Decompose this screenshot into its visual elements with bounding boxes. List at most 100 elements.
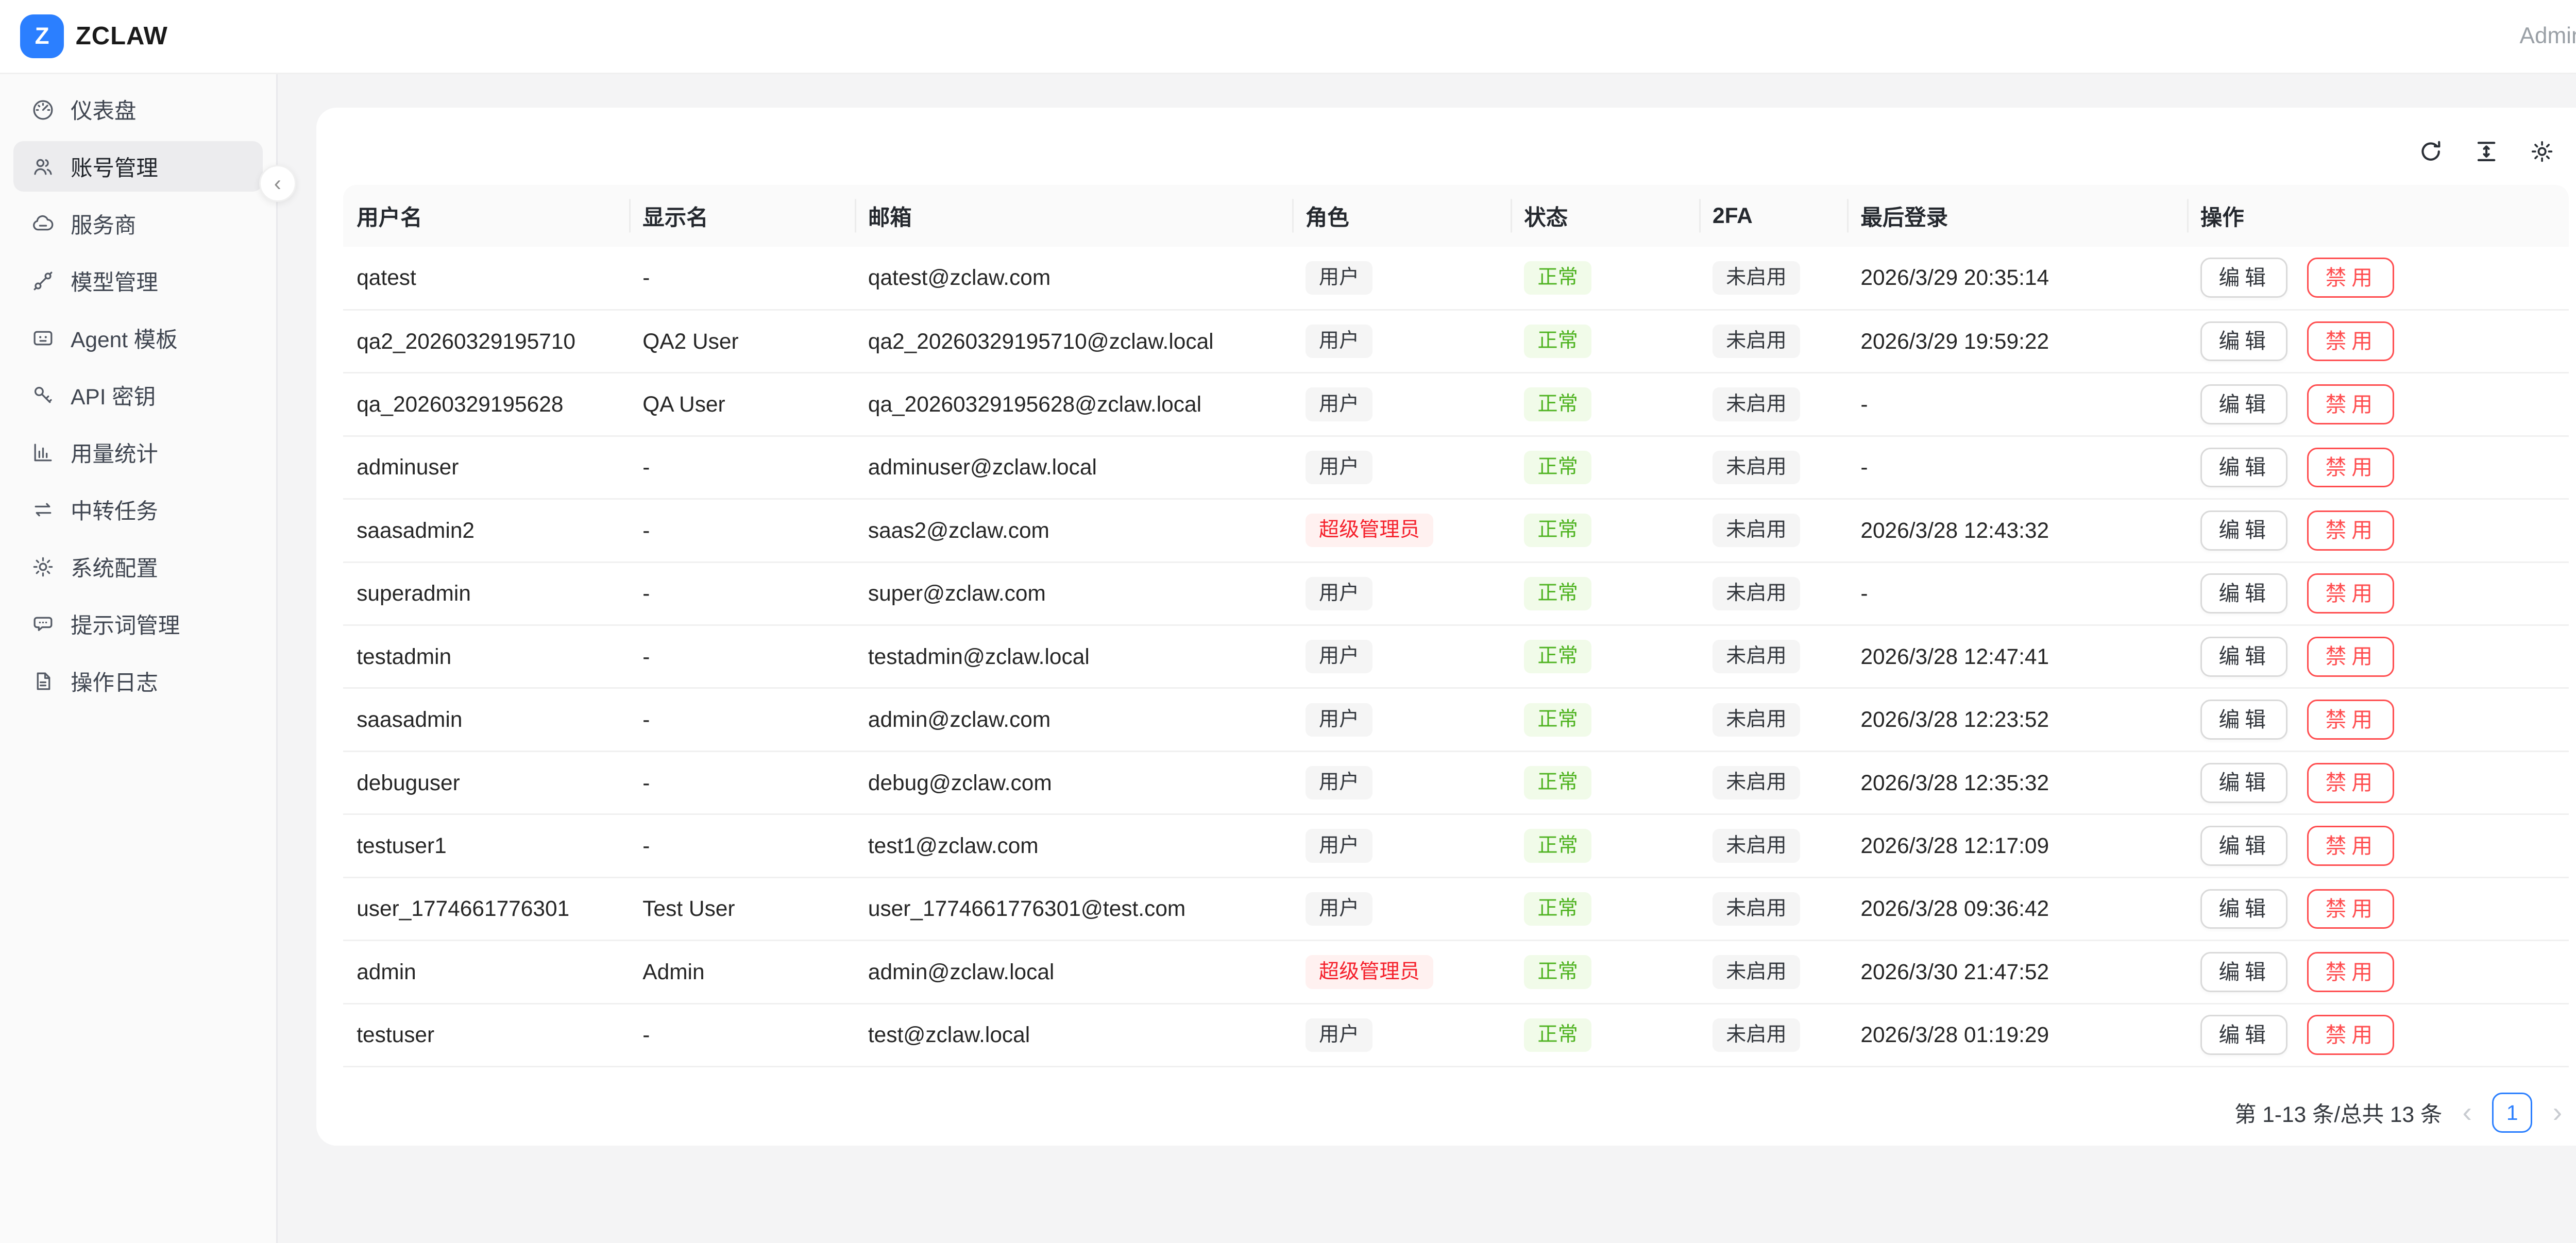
cell-lastlogin: 2026/3/28 12:17:09 (1847, 814, 2187, 878)
edit-button[interactable]: 编辑 (2200, 258, 2288, 298)
cell-role: 用户 (1292, 310, 1511, 374)
table-header-row: 用户名 显示名 邮箱 角色 状态 2FA 最后登录 操作 (343, 185, 2569, 247)
cell-username: qa_20260329195628 (343, 372, 630, 437)
table-row: admin Admin admin@zclaw.local 超级管理员 正常 未… (343, 940, 2569, 1004)
sidebar-item-models[interactable]: 模型管理 (13, 256, 263, 306)
prev-page-button[interactable]: ‹ (2462, 1096, 2472, 1129)
key-icon (34, 386, 52, 403)
cell-actions: 编辑 禁用 (2187, 499, 2569, 563)
sidebar-item-usage-stats[interactable]: 用量统计 (13, 427, 263, 478)
disable-button[interactable]: 禁用 (2307, 447, 2395, 488)
edit-button[interactable]: 编辑 (2200, 826, 2288, 866)
disable-button[interactable]: 禁用 (2307, 1015, 2395, 1055)
cell-role: 用户 (1292, 562, 1511, 626)
edit-button[interactable]: 编辑 (2200, 573, 2288, 614)
user-menu[interactable]: Admin (2519, 23, 2576, 49)
cell-role: 用户 (1292, 372, 1511, 437)
edit-button[interactable]: 编辑 (2200, 636, 2288, 677)
edit-button[interactable]: 编辑 (2200, 510, 2288, 551)
edit-button[interactable]: 编辑 (2200, 889, 2288, 929)
disable-button[interactable]: 禁用 (2307, 573, 2395, 614)
role-badge: 用户 (1305, 892, 1373, 926)
cell-email: test@zclaw.local (854, 1003, 1292, 1068)
disable-button[interactable]: 禁用 (2307, 952, 2395, 992)
sidebar-item-dashboard[interactable]: 仪表盘 (13, 84, 263, 134)
edit-button[interactable]: 编辑 (2200, 762, 2288, 803)
edit-button[interactable]: 编辑 (2200, 384, 2288, 424)
cell-username: superadmin (343, 562, 630, 626)
sidebar-item-relay-tasks[interactable]: 中转任务 (13, 484, 263, 535)
cell-status: 正常 (1511, 688, 1699, 752)
cell-lastlogin: 2026/3/28 09:36:42 (1847, 877, 2187, 942)
cell-role: 用户 (1292, 436, 1511, 500)
disable-button[interactable]: 禁用 (2307, 384, 2395, 424)
cell-2fa: 未启用 (1699, 436, 1848, 500)
status-badge: 正常 (1524, 450, 1591, 485)
edit-button[interactable]: 编辑 (2200, 952, 2288, 992)
users-icon (34, 159, 52, 175)
layout: 仪表盘 账号管理 服务商 模型管理 Agent 模板 API 密钥 用量统计 (0, 74, 2576, 1243)
sidebar-item-prompts[interactable]: 提示词管理 (13, 599, 263, 649)
cell-status: 正常 (1511, 625, 1699, 689)
edit-button[interactable]: 编辑 (2200, 321, 2288, 362)
cell-2fa: 未启用 (1699, 625, 1848, 689)
col-displayname: 显示名 (629, 185, 855, 247)
cell-displayname: - (629, 562, 855, 626)
role-badge: 用户 (1305, 829, 1373, 863)
status-badge: 正常 (1524, 829, 1591, 863)
disable-button[interactable]: 禁用 (2307, 321, 2395, 362)
cell-actions: 编辑 禁用 (2187, 814, 2569, 878)
sidebar-item-agent-templates[interactable]: Agent 模板 (13, 313, 263, 363)
cell-displayname: - (629, 246, 855, 311)
role-badge: 用户 (1305, 324, 1373, 359)
disable-button[interactable]: 禁用 (2307, 636, 2395, 677)
disable-button[interactable]: 禁用 (2307, 826, 2395, 866)
cell-lastlogin: - (1847, 436, 2187, 500)
twofa-badge: 未启用 (1713, 955, 1800, 989)
cell-status: 正常 (1511, 751, 1699, 815)
cell-username: user_1774661776301 (343, 877, 630, 942)
disable-button[interactable]: 禁用 (2307, 762, 2395, 803)
role-badge: 用户 (1305, 387, 1373, 421)
cell-email: saas2@zclaw.com (854, 499, 1292, 563)
brand-title: ZCLAW (75, 22, 168, 50)
refresh-button[interactable] (2417, 138, 2444, 165)
cell-2fa: 未启用 (1699, 372, 1848, 437)
sidebar-item-system-config[interactable]: 系统配置 (13, 541, 263, 592)
sidebar-item-api-keys[interactable]: API 密钥 (13, 370, 263, 420)
cell-2fa: 未启用 (1699, 814, 1848, 878)
sidebar-item-label: API 密钥 (71, 384, 156, 409)
edit-button[interactable]: 编辑 (2200, 1015, 2288, 1055)
twofa-badge: 未启用 (1713, 450, 1800, 485)
sidebar-collapse-button[interactable]: ‹ (259, 164, 296, 202)
row-height-icon (2473, 138, 2500, 165)
page-1-button[interactable]: 1 (2492, 1093, 2533, 1133)
cell-username: admin (343, 940, 630, 1004)
twofa-badge: 未启用 (1713, 765, 1800, 800)
cell-username: saasadmin (343, 688, 630, 752)
row-height-button[interactable] (2473, 138, 2500, 165)
cell-status: 正常 (1511, 1003, 1699, 1068)
edit-button[interactable]: 编辑 (2200, 447, 2288, 488)
disable-button[interactable]: 禁用 (2307, 700, 2395, 740)
role-badge: 用户 (1305, 576, 1373, 610)
cell-lastlogin: - (1847, 562, 2187, 626)
disable-button[interactable]: 禁用 (2307, 258, 2395, 298)
table-settings-button[interactable] (2529, 138, 2555, 165)
cell-username: saasadmin2 (343, 499, 630, 563)
edit-button[interactable]: 编辑 (2200, 700, 2288, 740)
disable-button[interactable]: 禁用 (2307, 889, 2395, 929)
sidebar-item-audit-log[interactable]: 操作日志 (13, 656, 263, 706)
next-page-button[interactable]: › (2552, 1096, 2563, 1129)
col-lastlogin: 最后登录 (1847, 185, 2187, 247)
cell-actions: 编辑 禁用 (2187, 1003, 2569, 1068)
sidebar-item-accounts[interactable]: 账号管理 (13, 141, 263, 192)
sidebar-item-providers[interactable]: 服务商 (13, 198, 263, 249)
cell-email: debug@zclaw.com (854, 751, 1292, 815)
cell-username: testuser (343, 1003, 630, 1068)
col-role: 角色 (1292, 185, 1511, 247)
sidebar-item-label: 仪表盘 (71, 98, 137, 123)
table-row: saasadmin - admin@zclaw.com 用户 正常 未启用 20… (343, 688, 2569, 752)
sidebar-item-label: 服务商 (71, 213, 137, 237)
disable-button[interactable]: 禁用 (2307, 510, 2395, 551)
